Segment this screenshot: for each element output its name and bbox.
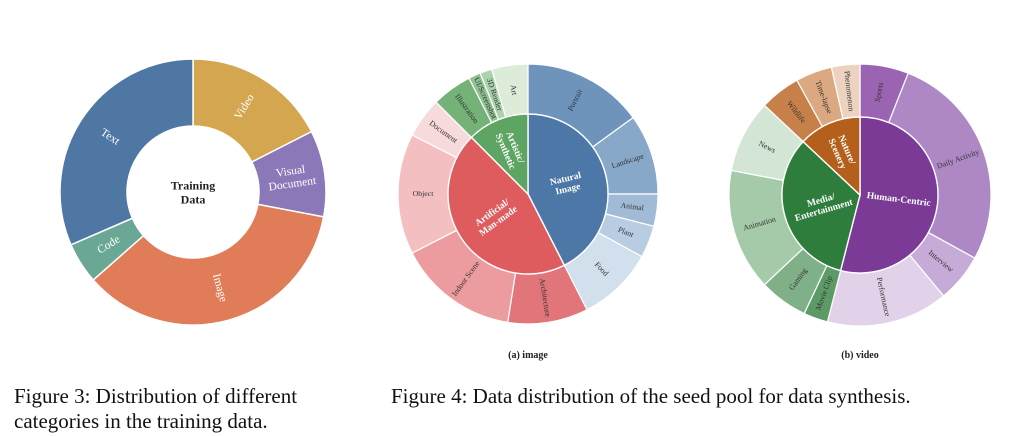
training-data-donut-chart: VideoVisualDocumentImageCodeTextTraining… [59, 58, 327, 326]
figure-4-caption: Figure 4: Data distribution of the seed … [391, 384, 911, 408]
inner-segment-nature-scenery [802, 116, 861, 197]
inner-segment-artificial-man-made [447, 136, 566, 275]
outer-label-phenomenon: Phenomenon [843, 70, 856, 112]
subplot-label: (b) video [841, 350, 879, 361]
figure-3-caption: Figure 3: Distribution of different cate… [14, 384, 298, 433]
slice-image [92, 203, 325, 326]
inner-segment-media-entertainment [781, 140, 861, 272]
seed-pool-sunburst-charts: PortraitLandscapeAnimalPlantFoodArchitec… [397, 63, 992, 361]
slice-video [192, 58, 313, 164]
inner-segment-human-centric [839, 116, 939, 274]
outer-label-sports: Sports [873, 82, 886, 103]
slice-text [59, 58, 194, 246]
inner-segment-artistic-synthetic [470, 113, 529, 196]
outer-label-animal: Animal [620, 201, 645, 213]
inner-segment-natural-image [527, 113, 609, 267]
outer-label-object: Object [413, 189, 435, 198]
subplot-label: (a) image [508, 350, 548, 361]
sunburst-a-image: PortraitLandscapeAnimalPlantFoodArchitec… [397, 63, 659, 361]
center-label: Training Data [171, 179, 215, 207]
outer-label-art: Art [509, 84, 519, 96]
